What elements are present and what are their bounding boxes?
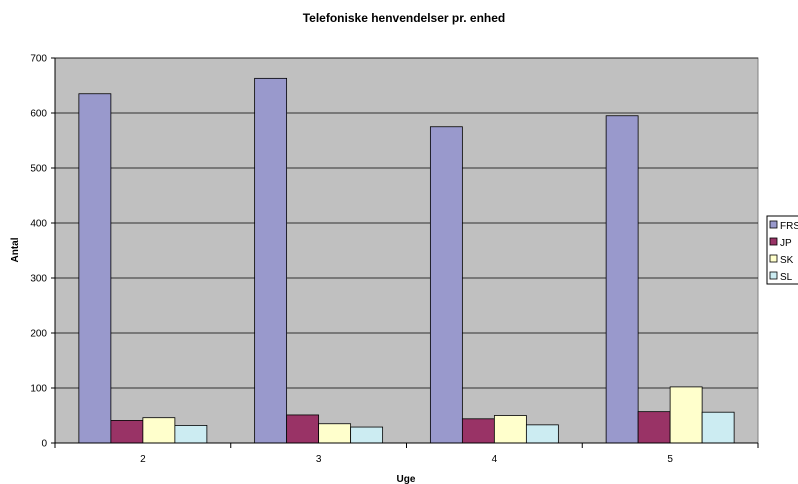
bar-frs-week-5 — [605, 115, 639, 444]
bar-sk-week-5 — [669, 386, 703, 444]
bar-sl-week-3 — [350, 426, 384, 444]
legend-label-frs: FRS — [780, 221, 798, 232]
y-tick-label: 700 — [30, 54, 47, 65]
bar-jp-week-5 — [637, 411, 671, 444]
x-tick-label: 2 — [140, 454, 146, 465]
legend-label-jp: JP — [780, 238, 792, 249]
legend: FRS JP SK SL — [766, 215, 798, 285]
bar-jp-week-2 — [110, 420, 144, 444]
bar-sl-week-5 — [701, 411, 735, 444]
y-tick-label: 400 — [30, 219, 47, 230]
plot-area — [54, 57, 759, 444]
x-tick-label: 5 — [667, 454, 673, 465]
y-axis-ticks: 0 100 200 300 400 500 600 700 — [30, 54, 55, 450]
legend-swatch-sk — [769, 254, 778, 263]
bar-jp-week-3 — [286, 414, 320, 444]
legend-swatch-frs — [769, 220, 778, 229]
x-tick-label: 3 — [316, 454, 322, 465]
bar-frs-week-4 — [429, 126, 463, 444]
x-axis-ticks: 2 3 4 5 — [54, 443, 759, 465]
legend-swatch-sl — [769, 271, 778, 280]
gridlines — [55, 57, 758, 389]
bar-frs-week-2 — [78, 93, 112, 444]
bar-frs-week-3 — [254, 77, 288, 444]
x-tick-label: 4 — [492, 454, 498, 465]
bar-sk-week-3 — [318, 423, 352, 444]
bar-sk-week-4 — [493, 415, 527, 444]
y-tick-label: 200 — [30, 329, 47, 340]
y-tick-label: 100 — [30, 384, 47, 395]
x-axis-title: Uge — [397, 474, 416, 484]
legend-label-sk: SK — [780, 255, 794, 266]
y-tick-label: 600 — [30, 109, 47, 120]
bar-jp-week-4 — [461, 418, 495, 444]
legend-label-sl: SL — [780, 272, 793, 283]
chart-title: Telefoniske henvendelser pr. enhed — [303, 11, 506, 25]
bar-sl-week-2 — [174, 424, 208, 444]
legend-swatch-jp — [769, 237, 778, 246]
bar-sl-week-4 — [525, 424, 559, 444]
y-tick-label: 300 — [30, 274, 47, 285]
y-tick-label: 0 — [41, 439, 47, 450]
y-tick-label: 500 — [30, 164, 47, 175]
bar-sk-week-2 — [142, 417, 176, 444]
y-axis-title: Antal — [10, 237, 21, 262]
